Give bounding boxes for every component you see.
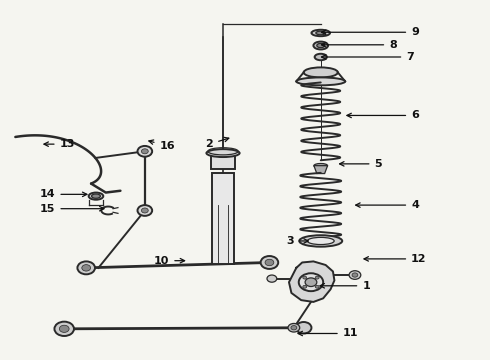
- Ellipse shape: [314, 41, 328, 49]
- Text: 16: 16: [149, 140, 175, 151]
- Text: 1: 1: [320, 281, 370, 291]
- Text: 7: 7: [321, 52, 414, 62]
- Ellipse shape: [206, 149, 240, 157]
- Text: 4: 4: [356, 200, 419, 210]
- Text: 15: 15: [40, 204, 104, 214]
- Circle shape: [303, 276, 307, 279]
- Circle shape: [138, 146, 152, 157]
- Ellipse shape: [299, 235, 342, 247]
- Circle shape: [305, 278, 317, 287]
- Polygon shape: [314, 166, 328, 174]
- Ellipse shape: [307, 237, 334, 244]
- Ellipse shape: [296, 77, 345, 85]
- Text: 11: 11: [298, 328, 358, 338]
- Ellipse shape: [92, 194, 100, 198]
- Circle shape: [291, 325, 297, 330]
- Circle shape: [261, 256, 278, 269]
- Bar: [212, 173, 234, 264]
- Ellipse shape: [314, 163, 328, 168]
- Bar: [211, 151, 235, 169]
- Circle shape: [315, 285, 319, 288]
- Polygon shape: [289, 261, 334, 302]
- Text: 9: 9: [321, 27, 419, 37]
- Text: 6: 6: [347, 111, 419, 121]
- Circle shape: [315, 276, 319, 279]
- Circle shape: [54, 321, 74, 336]
- Text: 3: 3: [286, 236, 308, 246]
- Circle shape: [142, 208, 148, 213]
- Circle shape: [59, 325, 69, 332]
- Ellipse shape: [89, 193, 103, 200]
- Circle shape: [352, 273, 358, 277]
- Circle shape: [299, 273, 323, 291]
- Circle shape: [349, 271, 361, 279]
- Circle shape: [82, 265, 91, 271]
- Circle shape: [267, 275, 277, 282]
- Text: 13: 13: [44, 139, 75, 149]
- Circle shape: [288, 323, 300, 332]
- Text: 2: 2: [205, 138, 229, 149]
- Circle shape: [138, 205, 152, 216]
- Circle shape: [142, 149, 148, 154]
- Ellipse shape: [317, 43, 325, 48]
- Circle shape: [265, 259, 274, 266]
- Text: 8: 8: [321, 40, 397, 50]
- Text: 12: 12: [364, 254, 427, 264]
- Text: 14: 14: [40, 189, 87, 199]
- Circle shape: [77, 261, 95, 274]
- Circle shape: [303, 285, 307, 288]
- Ellipse shape: [316, 31, 326, 35]
- Circle shape: [296, 322, 312, 333]
- Ellipse shape: [315, 54, 327, 60]
- Ellipse shape: [304, 67, 338, 77]
- Text: 5: 5: [340, 159, 382, 169]
- Ellipse shape: [312, 30, 330, 36]
- Text: 10: 10: [154, 256, 185, 266]
